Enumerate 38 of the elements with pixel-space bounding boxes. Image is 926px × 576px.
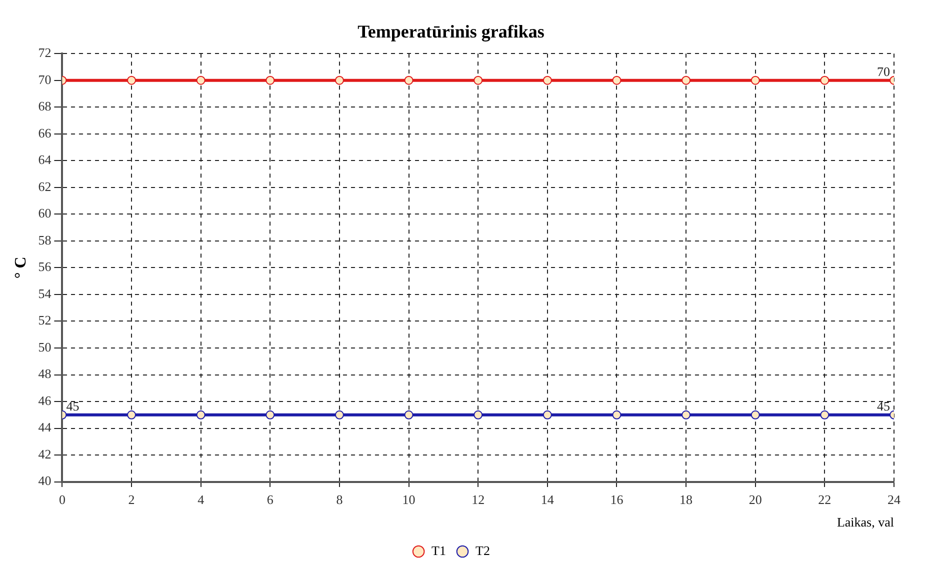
y-tick-label: 50 — [38, 339, 52, 354]
y-tick-label: 62 — [38, 178, 52, 194]
x-tick-label: 4 — [198, 492, 205, 508]
chart-title: Temperatūrinis grafikas — [358, 21, 544, 42]
data-label: 45 — [877, 398, 890, 414]
x-tick-label: 10 — [402, 492, 416, 508]
legend-label: T2 — [476, 542, 490, 558]
x-tick-label: 6 — [266, 492, 274, 508]
y-tick-label: 40 — [38, 473, 52, 488]
x-tick-label: 14 — [540, 492, 554, 508]
y-tick-label: 58 — [38, 232, 52, 248]
x-tick-label: 12 — [472, 492, 485, 508]
x-tick-label: 2 — [128, 492, 135, 508]
y-tick-label: 54 — [38, 286, 52, 301]
y-tick-label: 48 — [38, 366, 52, 382]
y-tick-label: 66 — [38, 125, 52, 140]
y-tick-label: 72 — [38, 45, 52, 60]
y-tick-label: 44 — [38, 420, 52, 435]
y-tick-label: 68 — [38, 98, 52, 114]
y-tick-label: 70 — [38, 72, 52, 87]
x-tick-label: 16 — [610, 492, 624, 508]
y-axis-title: ° C — [12, 256, 30, 279]
y-tick-label: 64 — [38, 152, 52, 168]
legend-label: T1 — [432, 542, 446, 558]
x-tick-label: 20 — [748, 492, 762, 508]
x-tick-label: 24 — [888, 492, 901, 508]
y-tick-label: 56 — [38, 259, 52, 274]
data-label: 45 — [66, 398, 80, 414]
y-tick-label: 46 — [38, 392, 52, 408]
y-tick-label: 60 — [38, 206, 52, 221]
x-tick-label: 22 — [818, 492, 832, 508]
x-axis-title: Laikas, val — [836, 514, 894, 530]
y-tick-label: 42 — [38, 446, 52, 462]
y-tick-label: 52 — [38, 312, 52, 328]
x-tick-label: 0 — [58, 492, 66, 508]
x-tick-label: 8 — [336, 492, 343, 508]
data-label: 70 — [877, 64, 890, 79]
x-tick-label: 18 — [680, 492, 693, 508]
